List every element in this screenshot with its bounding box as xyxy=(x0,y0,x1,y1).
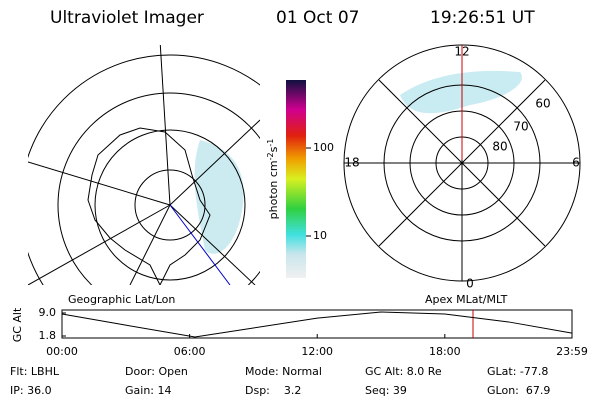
lat-label: 60 xyxy=(535,97,550,111)
mlt-label: 18 xyxy=(344,156,359,170)
y-axis-label: GC Alt xyxy=(11,307,24,342)
geographic-map xyxy=(28,45,260,285)
info: Door: Open xyxy=(125,365,188,378)
info: IP: 36.0 xyxy=(10,384,52,397)
x-tick-label: 18:00 xyxy=(429,345,461,358)
lat-label: 80 xyxy=(492,140,507,154)
x-tick-label: 06:00 xyxy=(174,345,206,358)
y-tick-label: 1.8 xyxy=(39,329,57,342)
mlt-label: 0 xyxy=(466,277,474,291)
mlt-label: 12 xyxy=(454,45,469,59)
altitude-line xyxy=(61,311,573,338)
x-tick-label: 12:00 xyxy=(301,345,333,358)
instrument: Ultraviolet Imager xyxy=(50,8,204,28)
info: Seq: 39 xyxy=(365,384,407,397)
colorbar-label: photon cm-2s-1 xyxy=(266,139,281,220)
info: Gain: 14 xyxy=(125,384,172,397)
x-tick-label: 00:00 xyxy=(46,345,78,358)
colorbar xyxy=(286,80,306,278)
colorbar-tick-label: 100 xyxy=(313,141,334,154)
colorbar-tick-label: 10 xyxy=(313,229,327,242)
time: 19:26:51 UT xyxy=(430,8,535,28)
y-tick-label: 9.0 xyxy=(39,306,57,319)
plot-label-right: Apex MLat/MLT xyxy=(425,293,508,306)
x-tick-label: 23:59 xyxy=(556,345,588,358)
lat-label: 70 xyxy=(513,120,528,134)
info: Dsp: 3.2 xyxy=(245,384,301,397)
mlt-label: 6 xyxy=(572,156,580,170)
info: GLon: 67.9 xyxy=(487,384,550,397)
plot-frame xyxy=(61,309,573,339)
info: GC Alt: 8.0 Re xyxy=(365,365,442,378)
info: Mode: Normal xyxy=(245,365,322,378)
date: 01 Oct 07 xyxy=(276,8,359,28)
altitude-plot: 00:00 06:00 12:00 18:00 23:59 9.0 1.8 xyxy=(39,306,588,358)
info: GLat: -77.8 xyxy=(487,365,548,378)
mlt-dial xyxy=(343,44,581,282)
plot-label-left: Geographic Lat/Lon xyxy=(68,293,175,306)
info: Flt: LBHL xyxy=(10,365,60,378)
